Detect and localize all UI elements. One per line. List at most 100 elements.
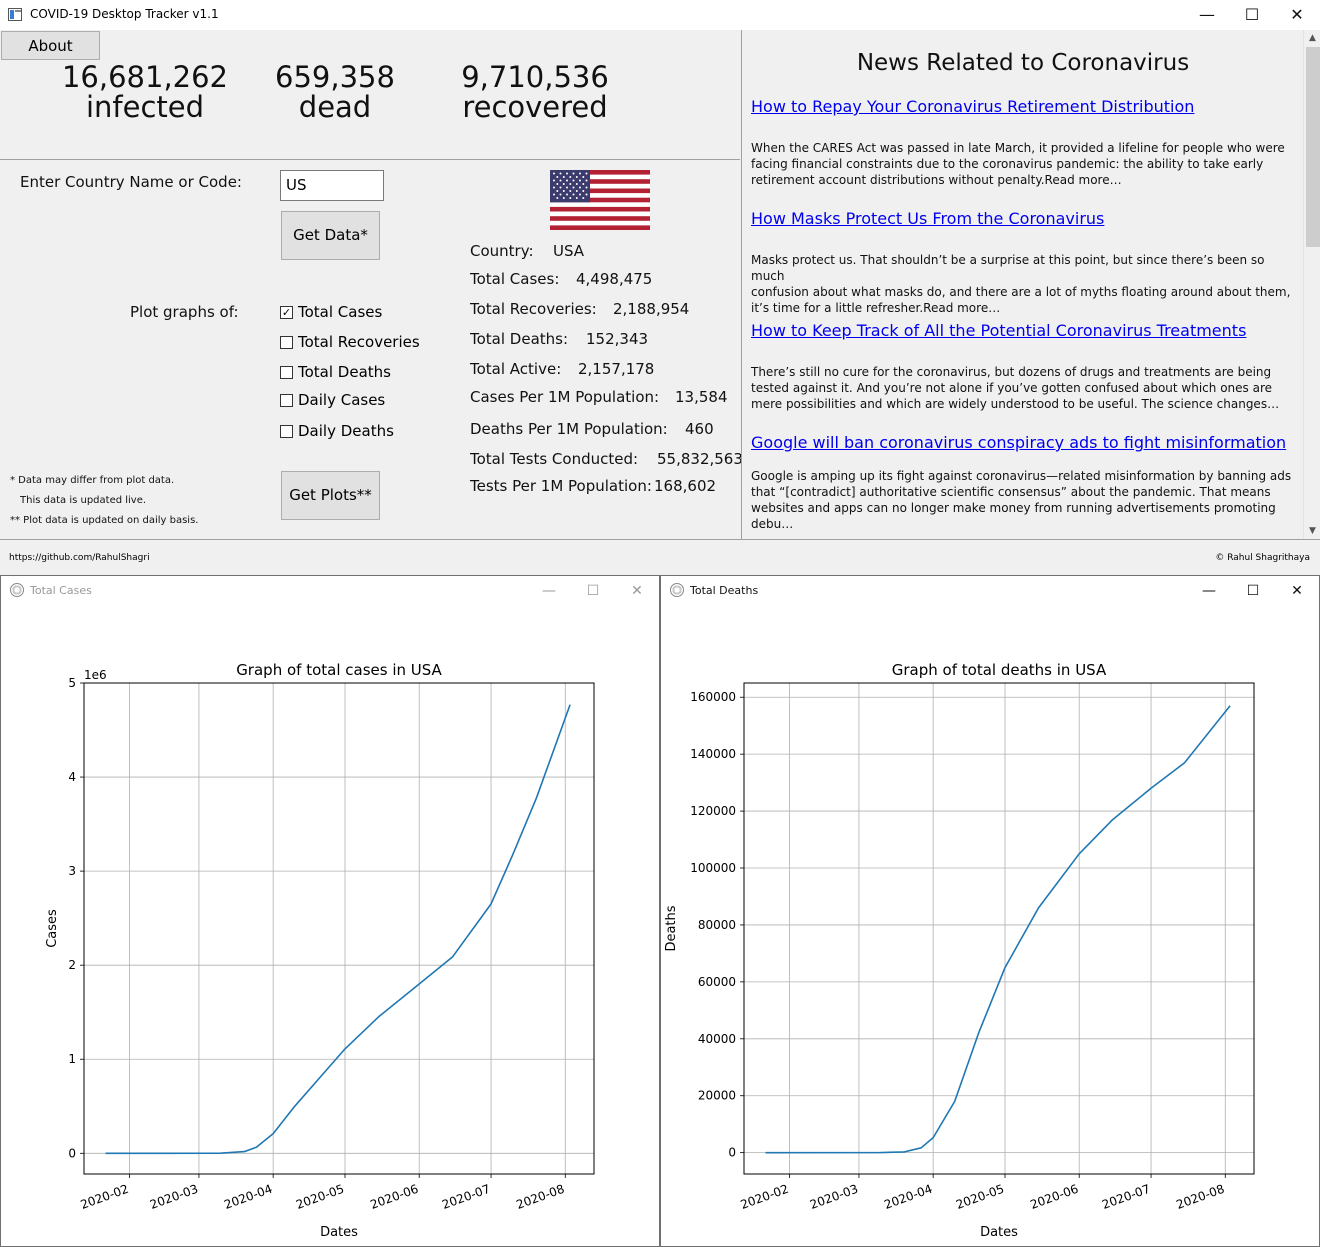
plot-window-total-cases: Total Cases — ☐ ✕ 2020-02 2020-03 2020-04 2… — [0, 575, 660, 1247]
info-value: 13,584 — [675, 388, 728, 406]
x-tick-label: 2020-07 — [1100, 1182, 1152, 1212]
footer-divider — [0, 539, 1320, 540]
x-axis-label: Dates — [320, 1225, 358, 1240]
get-data-button[interactable]: Get Data* — [281, 211, 380, 260]
info-deaths-per-1m: Deaths Per 1M Population: 460 — [470, 420, 714, 440]
info-value: 55,832,563 — [657, 450, 743, 468]
maximize-button[interactable]: ☐ — [1244, 5, 1260, 24]
minimize-button[interactable]: — — [1202, 583, 1216, 599]
x-tick-label: 2020-02 — [739, 1182, 791, 1212]
dead-stat: 659,358 dead — [260, 62, 410, 122]
get-plots-button[interactable]: Get Plots** — [281, 471, 380, 520]
chart-title: Graph of total deaths in USA — [892, 661, 1107, 679]
news-summary-line: When the CARES Act was passed in late Ma… — [751, 141, 1285, 155]
checkbox-unchecked-icon[interactable] — [280, 366, 293, 379]
scroll-thumb[interactable] — [1306, 47, 1320, 247]
country-input-label: Enter Country Name or Code: — [20, 173, 242, 191]
info-country: Country: USA — [470, 242, 584, 262]
y-tick-label: 5 — [68, 676, 76, 690]
plot-frame — [83, 682, 595, 1175]
plot-window-total-deaths: Total Deaths — ☐ ✕ 2020-02 2020-03 2020-04… — [660, 575, 1320, 1247]
infected-stat: 16,681,262 infected — [60, 62, 230, 122]
minimize-button[interactable]: — — [542, 583, 556, 599]
y-tick-label: 40000 — [698, 1032, 736, 1046]
close-button[interactable]: ✕ — [1290, 5, 1304, 24]
x-tick-label: 2020-05 — [294, 1182, 346, 1212]
close-button[interactable]: ✕ — [1291, 583, 1303, 599]
news-heading: News Related to Coronavirus — [856, 50, 1190, 76]
y-tick-label: 160000 — [690, 690, 736, 704]
matplotlib-icon — [670, 583, 684, 597]
y-axis-multiplier: 1e6 — [84, 668, 107, 682]
news-link[interactable]: How Masks Protect Us From the Coronaviru… — [751, 209, 1105, 228]
close-button[interactable]: ✕ — [631, 583, 643, 599]
news-link[interactable]: How to Repay Your Coronavirus Retirement… — [751, 97, 1195, 116]
y-tick-label: 3 — [68, 864, 76, 878]
plot-graphs-label: Plot graphs of: — [130, 303, 239, 321]
recovered-stat: 9,710,536 recovered — [440, 62, 630, 122]
news-summary-line: confusion about what masks do, and there… — [751, 285, 1291, 299]
note-line: This data is updated live. — [20, 495, 147, 506]
note-line: ** Plot data is updated on daily basis. — [10, 515, 199, 526]
main-window: COVID-19 Desktop Tracker v1.1 — ☐ ✕ Abou… — [0, 0, 1320, 575]
news-summary-line: facing financial constraints due to the … — [751, 157, 1264, 171]
maximize-button[interactable]: ☐ — [586, 583, 600, 599]
checkbox-checked-icon[interactable]: ✓ — [280, 306, 293, 319]
us-flag-icon — [550, 170, 650, 230]
checkbox-label: Daily Deaths — [298, 422, 394, 440]
y-tick-label: 4 — [68, 770, 76, 784]
checkbox-unchecked-icon[interactable] — [280, 425, 293, 438]
x-tick-label: 2020-06 — [368, 1182, 420, 1212]
y-tick-label: 0 — [728, 1146, 736, 1160]
info-label: Total Deaths: — [470, 330, 569, 348]
x-tick-label: 2020-06 — [1028, 1182, 1080, 1212]
minimize-button[interactable]: — — [1199, 5, 1215, 24]
x-tick-label: 2020-07 — [440, 1182, 492, 1212]
dead-value: 659,358 — [275, 60, 395, 94]
plot-window-titlebar: Total Deaths — ☐ ✕ — [661, 576, 1319, 606]
y-tick-label: 1 — [68, 1052, 76, 1066]
checkbox-unchecked-icon[interactable] — [280, 336, 293, 349]
scroll-down-arrow-icon[interactable]: ▼ — [1309, 526, 1316, 536]
info-label: Tests Per 1M Population: — [470, 477, 652, 495]
info-label: Cases Per 1M Population: — [470, 388, 660, 406]
y-axis-label: Cases — [45, 909, 60, 948]
news-scrollbar[interactable]: ▲ ▼ — [1303, 30, 1320, 540]
checkbox-label: Daily Cases — [298, 391, 386, 409]
data-series-line — [105, 704, 571, 1155]
y-tick-label: 80000 — [698, 918, 736, 932]
info-label: Deaths Per 1M Population: — [470, 420, 668, 438]
y-axis-label: Deaths — [664, 905, 679, 951]
news-summary-line: that “[contradict] authoritative scienti… — [751, 485, 1271, 499]
maximize-button[interactable]: ☐ — [1246, 583, 1260, 599]
x-tick-label: 2020-08 — [514, 1182, 566, 1212]
info-value: 460 — [685, 420, 714, 438]
x-tick-label: 2020-03 — [148, 1182, 200, 1212]
dead-label: dead — [298, 90, 372, 124]
divider — [0, 159, 740, 160]
github-link[interactable]: https://github.com/RahulShagri — [9, 553, 150, 563]
info-total-cases: Total Cases: 4,498,475 — [470, 270, 652, 290]
scroll-up-arrow-icon[interactable]: ▲ — [1309, 33, 1316, 43]
left-pane: About 16,681,262 infected 659,358 dead 9… — [0, 30, 743, 540]
plot-window-titlebar: Total Cases — ☐ ✕ — [1, 576, 659, 606]
y-tick-label: 120000 — [690, 804, 736, 818]
chart-title: Graph of total cases in USA — [236, 661, 442, 679]
news-link[interactable]: How to Keep Track of All the Potential C… — [751, 321, 1247, 340]
note-line: * Data may differ from plot data. — [10, 475, 175, 486]
window-title: COVID-19 Desktop Tracker v1.1 — [30, 7, 219, 21]
total-cases-chart: 2020-02 2020-03 2020-04 2020-05 2020-06 2020-… — [45, 661, 595, 1240]
checkbox-label: Total Recoveries — [298, 333, 420, 351]
news-summary: Masks protect us. That shouldn’t be a su… — [751, 252, 1299, 316]
y-tick-label: 100000 — [690, 861, 736, 875]
news-summary-line: retirement account distributions without… — [751, 173, 1122, 187]
news-link[interactable]: Google will ban coronavirus conspiracy a… — [751, 433, 1287, 452]
y-tick-label: 140000 — [690, 747, 736, 761]
info-label: Total Active: — [470, 360, 562, 378]
x-tick-label: 2020-04 — [882, 1182, 934, 1212]
country-input[interactable]: US — [280, 170, 384, 201]
news-summary-line: Google is amping up its fight against co… — [751, 469, 1292, 483]
checkbox-unchecked-icon[interactable] — [280, 394, 293, 407]
about-button[interactable]: About — [1, 31, 100, 60]
infected-label: infected — [85, 90, 205, 124]
